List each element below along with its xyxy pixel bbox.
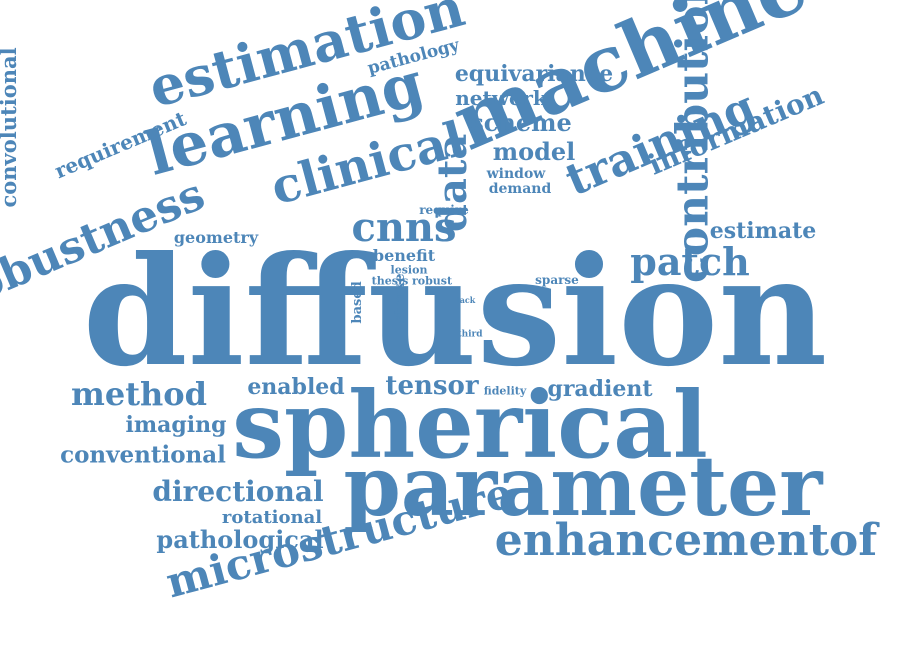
word-demand: demand <box>488 181 552 197</box>
word-conventional: conventional <box>60 441 226 469</box>
word-sparse: sparse <box>535 273 579 287</box>
word-thesis: thesis <box>371 274 409 288</box>
word-directional: directional <box>152 475 324 508</box>
word-robust: robust <box>411 274 453 288</box>
word-lack: lack <box>456 295 476 305</box>
word-method: method <box>71 375 207 413</box>
word-spherical: spherical <box>232 371 708 479</box>
word-diffusion: diffusion <box>82 224 828 400</box>
word-geometry: geometry <box>173 228 259 247</box>
word-third: third <box>457 329 483 340</box>
word-tensor: tensor <box>385 371 479 401</box>
word-enhancementof: enhancementof <box>494 515 878 566</box>
word-gradient: gradient <box>547 376 653 402</box>
word-convolutional: convolutional <box>0 47 21 208</box>
word-scheme: scheme <box>470 108 572 137</box>
word-benefit: benefit <box>372 246 436 265</box>
word-based: based <box>349 281 365 324</box>
word-pathological: pathological <box>156 525 324 554</box>
word-model: model <box>492 137 576 166</box>
word-lesion: lesion <box>390 263 428 277</box>
word-fidelity: fidelity <box>483 384 527 398</box>
word-imaging: imaging <box>125 412 227 438</box>
word-require: require <box>419 203 469 217</box>
word-window: window <box>486 166 546 182</box>
word-equivariance: equivariance <box>454 61 614 87</box>
word-patch: patch <box>630 239 750 284</box>
word-rotational: rotational <box>221 507 323 528</box>
word-network: network <box>455 86 547 110</box>
word-cnns: cnns <box>351 204 457 251</box>
word-enabled: enabled <box>247 374 345 400</box>
word-estimate: estimate <box>709 218 817 244</box>
word-stroke: stroke <box>392 273 409 323</box>
word-parameter: parameter <box>343 439 823 535</box>
